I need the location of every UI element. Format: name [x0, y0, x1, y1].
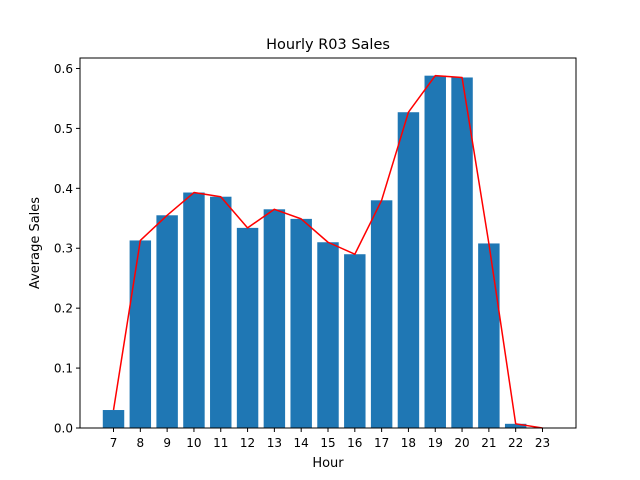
- x-tick-label: 9: [163, 436, 171, 450]
- bar-hour-17: [370, 200, 393, 428]
- bar-hour-21: [478, 243, 500, 428]
- x-tick-label: 20: [454, 436, 469, 450]
- x-tick-label: 22: [508, 436, 523, 450]
- bar-hour-9: [156, 215, 178, 428]
- x-tick-label: 7: [110, 436, 118, 450]
- x-tick-label: 13: [267, 436, 282, 450]
- bar-hour-18: [397, 112, 420, 429]
- chart-title: Hourly R03 Sales: [266, 37, 390, 53]
- bar-hour-12: [236, 227, 259, 428]
- y-tick-label: 0.5: [54, 122, 73, 136]
- x-tick-label: 8: [137, 436, 145, 450]
- sales-trend-line: [112, 74, 543, 429]
- y-tick-label: 0.6: [54, 62, 73, 76]
- x-axis-label: Hour: [312, 456, 344, 471]
- x-tick-label: 23: [535, 436, 550, 450]
- y-tick-label: 0.3: [54, 242, 73, 256]
- bar-hour-10: [183, 192, 205, 428]
- y-tick-label: 0.2: [54, 302, 73, 316]
- x-tick-label: 12: [240, 436, 255, 450]
- bar-hour-7: [102, 410, 125, 428]
- bar-hour-15: [317, 242, 339, 428]
- bar-hour-8: [129, 240, 152, 428]
- bar-hour-22: [504, 423, 527, 428]
- x-tick-label: 18: [401, 436, 416, 450]
- bar-hour-16: [344, 254, 366, 428]
- y-tick-label: 0.0: [54, 422, 73, 436]
- bar-hour-20: [451, 77, 473, 428]
- x-tick-label: 15: [320, 436, 335, 450]
- bar-hour-11: [210, 196, 232, 428]
- x-tick-label: 14: [294, 436, 309, 450]
- x-tick-label: 17: [374, 436, 389, 450]
- x-tick-label: 19: [428, 436, 443, 450]
- plot-area: 0.0 0.1 0.2 0.3 0.4 0.5 0.6 7 8 9 10 11 12 13 14 15 16 17…: [54, 57, 577, 450]
- bar-hour-13: [263, 209, 286, 428]
- y-axis-label: Average Sales: [28, 197, 43, 289]
- y-tick-label: 0.1: [54, 362, 73, 376]
- bar-hour-19: [424, 75, 446, 428]
- bar-hour-14: [290, 218, 312, 428]
- x-tick-label: 21: [481, 436, 496, 450]
- y-tick-label: 0.4: [54, 182, 73, 196]
- x-tick-label: 10: [186, 436, 201, 450]
- x-tick-label: 11: [213, 436, 228, 450]
- x-tick-label: 16: [347, 436, 362, 450]
